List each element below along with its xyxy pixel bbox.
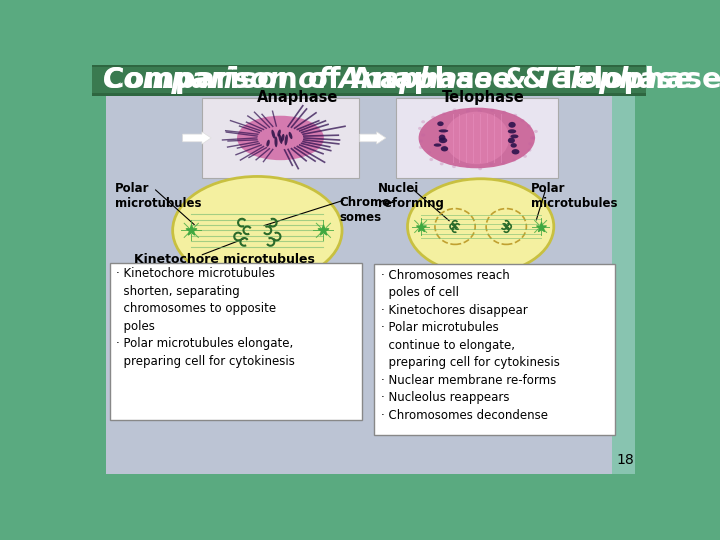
Text: Telophase: Telophase: [442, 90, 525, 105]
Point: [535, 222, 546, 231]
Ellipse shape: [266, 140, 270, 147]
Ellipse shape: [531, 137, 536, 139]
Ellipse shape: [284, 134, 288, 145]
Ellipse shape: [427, 151, 431, 154]
Text: Anaphase: Anaphase: [257, 90, 338, 105]
Text: Nuclei
reforming: Nuclei reforming: [378, 182, 444, 210]
Ellipse shape: [528, 142, 532, 145]
FancyBboxPatch shape: [374, 264, 615, 435]
Ellipse shape: [528, 148, 531, 152]
Ellipse shape: [433, 144, 441, 147]
Ellipse shape: [466, 165, 469, 168]
Point: [415, 222, 426, 231]
Ellipse shape: [440, 163, 444, 165]
Bar: [611, 93, 634, 475]
Point: [318, 226, 329, 235]
Ellipse shape: [173, 177, 342, 284]
Ellipse shape: [521, 119, 524, 122]
Text: Polar
microtubules: Polar microtubules: [115, 182, 202, 210]
Ellipse shape: [478, 167, 482, 170]
Ellipse shape: [513, 114, 517, 117]
Ellipse shape: [527, 124, 531, 127]
Ellipse shape: [274, 137, 277, 147]
Ellipse shape: [478, 110, 482, 113]
FancyArrow shape: [183, 132, 211, 144]
Ellipse shape: [466, 110, 470, 113]
Ellipse shape: [419, 139, 423, 143]
Ellipse shape: [418, 127, 422, 130]
Text: Kinetochore microtubules: Kinetochore microtubules: [134, 253, 315, 266]
Ellipse shape: [510, 134, 518, 138]
Ellipse shape: [408, 179, 554, 274]
Ellipse shape: [530, 137, 534, 139]
Ellipse shape: [289, 132, 292, 139]
Text: 18: 18: [617, 453, 634, 467]
Text: · Kinetochore microtubules
  shorten, separating
  chromosomes to opposite
  pol: · Kinetochore microtubules shorten, sepa…: [117, 267, 295, 368]
Ellipse shape: [501, 161, 505, 164]
Ellipse shape: [453, 109, 456, 111]
Text: Comparison of Anaphase & Telophase: Comparison of Anaphase & Telophase: [104, 66, 693, 94]
Ellipse shape: [237, 116, 324, 160]
Ellipse shape: [523, 155, 527, 158]
Ellipse shape: [508, 122, 516, 128]
Ellipse shape: [419, 146, 423, 149]
Ellipse shape: [444, 112, 509, 164]
Ellipse shape: [438, 134, 446, 140]
Ellipse shape: [513, 158, 516, 161]
Ellipse shape: [490, 109, 494, 112]
Ellipse shape: [441, 146, 448, 151]
Ellipse shape: [512, 149, 519, 154]
FancyArrow shape: [360, 132, 386, 144]
Ellipse shape: [421, 133, 426, 137]
Ellipse shape: [431, 116, 435, 119]
Ellipse shape: [508, 138, 515, 143]
Text: · Chromosomes reach
  poles of cell
· Kinetochores disappear
· Polar microtubule: · Chromosomes reach poles of cell · Kine…: [381, 269, 559, 422]
Ellipse shape: [279, 134, 282, 144]
Point: [186, 226, 197, 235]
Ellipse shape: [534, 130, 538, 133]
Ellipse shape: [442, 112, 446, 116]
Ellipse shape: [429, 158, 433, 161]
Bar: [396, 98, 558, 178]
Ellipse shape: [418, 107, 535, 168]
Ellipse shape: [271, 130, 275, 139]
Ellipse shape: [452, 165, 456, 168]
Text: Chromo-
somes: Chromo- somes: [340, 195, 396, 224]
Ellipse shape: [438, 129, 449, 132]
Bar: [92, 67, 647, 93]
Ellipse shape: [510, 143, 517, 147]
FancyBboxPatch shape: [110, 262, 362, 420]
Ellipse shape: [490, 163, 493, 166]
Ellipse shape: [503, 111, 506, 114]
Ellipse shape: [437, 122, 444, 126]
Ellipse shape: [281, 134, 284, 141]
Ellipse shape: [508, 129, 516, 133]
Text: Polar
microtubules: Polar microtubules: [531, 182, 617, 210]
Bar: [92, 65, 647, 96]
Ellipse shape: [421, 120, 425, 123]
Text: Comparison of Anaphase & Telophase: Comparison of Anaphase & Telophase: [104, 66, 720, 94]
Ellipse shape: [277, 130, 281, 137]
Bar: [202, 98, 359, 178]
Ellipse shape: [438, 138, 447, 143]
